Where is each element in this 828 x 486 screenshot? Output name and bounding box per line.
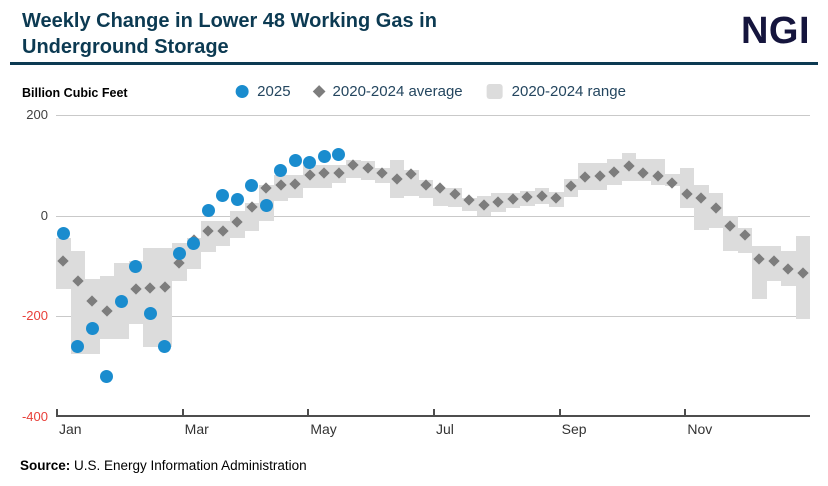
gridline bbox=[56, 316, 810, 318]
y-tick-label: -200 bbox=[21, 308, 48, 324]
x-tick-label: Jul bbox=[436, 421, 454, 437]
x-axis-tick bbox=[433, 409, 435, 415]
data-point-2025 bbox=[158, 340, 172, 354]
data-point-2025 bbox=[201, 204, 215, 218]
data-point-2025 bbox=[71, 340, 85, 354]
page-title: Weekly Change in Lower 48 Working Gas in… bbox=[22, 10, 437, 58]
range-band bbox=[157, 248, 172, 347]
y-tick-label: 0 bbox=[40, 207, 48, 223]
source-note: Source: U.S. Energy Information Administ… bbox=[20, 458, 307, 473]
circle-icon bbox=[235, 85, 249, 98]
data-point-2025 bbox=[303, 156, 317, 170]
x-tick-label: Nov bbox=[687, 421, 713, 437]
x-axis-tick bbox=[684, 409, 687, 415]
data-point-2025 bbox=[172, 246, 186, 260]
data-point-2025 bbox=[288, 153, 302, 167]
source-text: U.S. Energy Information Administration bbox=[70, 458, 307, 473]
header-divider bbox=[10, 62, 818, 65]
diamond-icon bbox=[312, 85, 326, 98]
x-tick-label: Sep bbox=[561, 421, 587, 437]
x-axis-tick bbox=[558, 409, 561, 415]
legend-label: 2025 bbox=[257, 83, 291, 100]
x-tick-label: Mar bbox=[184, 421, 209, 437]
data-point-2025 bbox=[259, 199, 273, 213]
data-point-2025 bbox=[274, 163, 288, 177]
data-point-2025 bbox=[317, 149, 331, 163]
data-point-2025 bbox=[129, 259, 143, 273]
legend-item-2025: 2025 bbox=[235, 83, 291, 100]
data-point-2025 bbox=[100, 370, 114, 384]
data-point-2025 bbox=[332, 147, 346, 161]
data-point-2025 bbox=[143, 307, 157, 321]
y-tick-label: 200 bbox=[26, 107, 48, 122]
chart-legend: 2025 2020-2024 average 2020-2024 range bbox=[235, 83, 626, 100]
range-band bbox=[85, 278, 100, 355]
plot-area: Jan Mar May Jul Sep Nov bbox=[56, 115, 810, 437]
range-band bbox=[70, 250, 85, 355]
gridline bbox=[56, 215, 810, 217]
y-axis: 200 0 -200 -400 bbox=[0, 107, 48, 424]
data-point-2025 bbox=[114, 294, 128, 308]
y-axis-unit-label: Billion Cubic Feet bbox=[22, 86, 128, 100]
legend-item-average: 2020-2024 average bbox=[312, 83, 463, 100]
source-label: Source: bbox=[20, 458, 71, 473]
ngi-logo: NGI bbox=[740, 10, 810, 52]
range-band bbox=[143, 248, 158, 347]
x-axis-tick bbox=[307, 409, 310, 415]
legend-label: 2020-2024 average bbox=[332, 83, 463, 100]
gridline bbox=[56, 115, 810, 116]
x-axis-tick bbox=[181, 409, 184, 415]
x-tick-label: May bbox=[310, 421, 337, 437]
x-axis-tick bbox=[56, 409, 58, 415]
data-point-2025 bbox=[245, 178, 259, 192]
data-point-2025 bbox=[85, 322, 99, 336]
legend-item-range: 2020-2024 range bbox=[486, 83, 626, 100]
range-band bbox=[433, 187, 448, 206]
data-point-2025 bbox=[230, 192, 244, 206]
data-point-2025 bbox=[216, 189, 230, 203]
range-band bbox=[244, 203, 259, 231]
x-tick-label: Jan bbox=[59, 421, 82, 437]
legend-label: 2020-2024 range bbox=[511, 83, 626, 100]
y-tick-label: -400 bbox=[21, 409, 48, 424]
data-point-2025 bbox=[56, 226, 70, 240]
data-point-2025 bbox=[187, 236, 201, 250]
square-icon bbox=[486, 84, 503, 99]
